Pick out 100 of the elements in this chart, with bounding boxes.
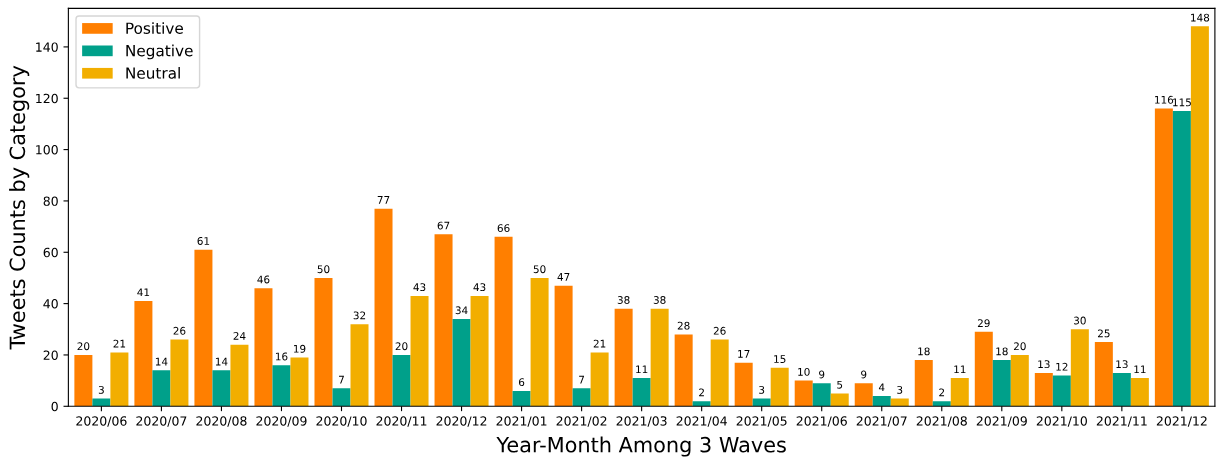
data-label: 3	[759, 385, 765, 394]
data-label: 14	[155, 357, 168, 366]
bar	[110, 352, 129, 407]
y-tick-label: 20	[43, 350, 58, 360]
x-tick-label: 2020/12	[436, 416, 487, 427]
bar	[812, 383, 831, 407]
data-label: 47	[557, 273, 570, 281]
bar	[1034, 372, 1053, 407]
data-label: 18	[996, 347, 1008, 356]
data-label: 18	[918, 347, 930, 356]
data-label: 19	[294, 344, 306, 353]
data-label: 11	[1134, 365, 1146, 374]
data-label: 20	[77, 342, 90, 351]
data-label: 2	[939, 388, 945, 397]
data-label: 24	[233, 332, 246, 340]
bar	[134, 301, 153, 407]
bar	[950, 378, 969, 407]
bar	[974, 331, 993, 407]
data-label: 13	[1038, 360, 1050, 369]
bar	[374, 208, 393, 407]
data-label: 34	[455, 306, 468, 315]
x-tick-label: 2020/10	[316, 416, 367, 427]
x-tick-label: 2020/06	[76, 416, 127, 427]
bar	[794, 380, 813, 407]
data-label: 5	[837, 380, 843, 389]
y-tick-label: 40	[43, 299, 58, 309]
data-label: 4	[878, 383, 885, 392]
y-tick-label: 120	[36, 93, 58, 104]
bar	[632, 378, 651, 407]
bar	[854, 383, 873, 407]
bar	[92, 398, 111, 407]
bar	[872, 396, 891, 407]
data-label: 115	[1173, 98, 1191, 107]
x-tick-label: 2021/12	[1156, 416, 1207, 427]
data-label: 46	[257, 275, 270, 284]
data-label: 7	[579, 375, 585, 384]
data-label: 43	[473, 283, 486, 292]
data-label: 67	[437, 221, 450, 230]
bar	[212, 370, 231, 407]
bar	[1052, 375, 1071, 407]
bar	[350, 324, 369, 407]
data-label: 2	[699, 388, 704, 397]
bar	[230, 344, 249, 407]
x-tick-label: 2020/07	[136, 416, 187, 427]
bar	[1154, 108, 1173, 407]
data-label: 41	[137, 288, 150, 297]
y-tick-label: 0	[51, 401, 58, 412]
data-label: 9	[861, 370, 867, 379]
data-label: 38	[653, 296, 666, 304]
bar	[932, 401, 951, 407]
data-label: 148	[1191, 13, 1210, 22]
data-label: 77	[377, 196, 390, 204]
x-tick-label: 2021/02	[556, 416, 607, 427]
y-tick-label: 140	[36, 42, 58, 52]
bar	[992, 360, 1011, 407]
bar	[410, 295, 429, 407]
bar	[1172, 111, 1191, 407]
bar	[530, 277, 549, 407]
legend-label: Negative	[126, 44, 193, 60]
bar	[1010, 354, 1029, 407]
bar	[590, 352, 609, 407]
data-label: 116	[1155, 95, 1174, 104]
bar	[914, 360, 933, 407]
data-label: 26	[173, 326, 186, 335]
bar	[1190, 26, 1209, 407]
bar	[770, 367, 789, 407]
data-label: 13	[1116, 360, 1128, 369]
x-tick-label: 2021/01	[496, 416, 547, 427]
data-label: 3	[897, 385, 903, 394]
bar	[74, 354, 93, 407]
data-label: 30	[1074, 316, 1086, 325]
bar	[614, 308, 633, 407]
data-label: 43	[413, 283, 426, 292]
y-tick-label: 60	[43, 247, 58, 258]
bar	[1130, 378, 1149, 407]
bar	[512, 390, 531, 407]
bar	[314, 277, 333, 407]
data-label: 15	[774, 355, 786, 363]
bar	[1070, 329, 1089, 407]
bar	[470, 295, 489, 407]
x-tick-label: 2020/11	[376, 416, 427, 427]
x-tick-label: 2021/10	[1036, 416, 1087, 427]
data-label: 14	[215, 357, 228, 366]
x-tick-label: 2021/04	[676, 416, 727, 427]
bar	[452, 319, 471, 407]
bar	[554, 285, 573, 407]
bar	[1094, 342, 1113, 407]
bar	[434, 234, 453, 407]
data-label: 17	[738, 350, 750, 358]
data-label: 20	[395, 342, 408, 351]
data-label: 11	[954, 365, 966, 374]
data-label: 50	[317, 265, 330, 274]
bar	[392, 354, 411, 407]
data-label: 10	[798, 367, 810, 376]
x-tick-label: 2020/09	[256, 416, 307, 427]
x-tick-label: 2021/03	[616, 416, 667, 427]
data-label: 21	[113, 339, 126, 348]
x-tick-label: 2021/08	[916, 416, 967, 427]
bar	[254, 288, 273, 407]
data-label: 32	[353, 311, 366, 320]
